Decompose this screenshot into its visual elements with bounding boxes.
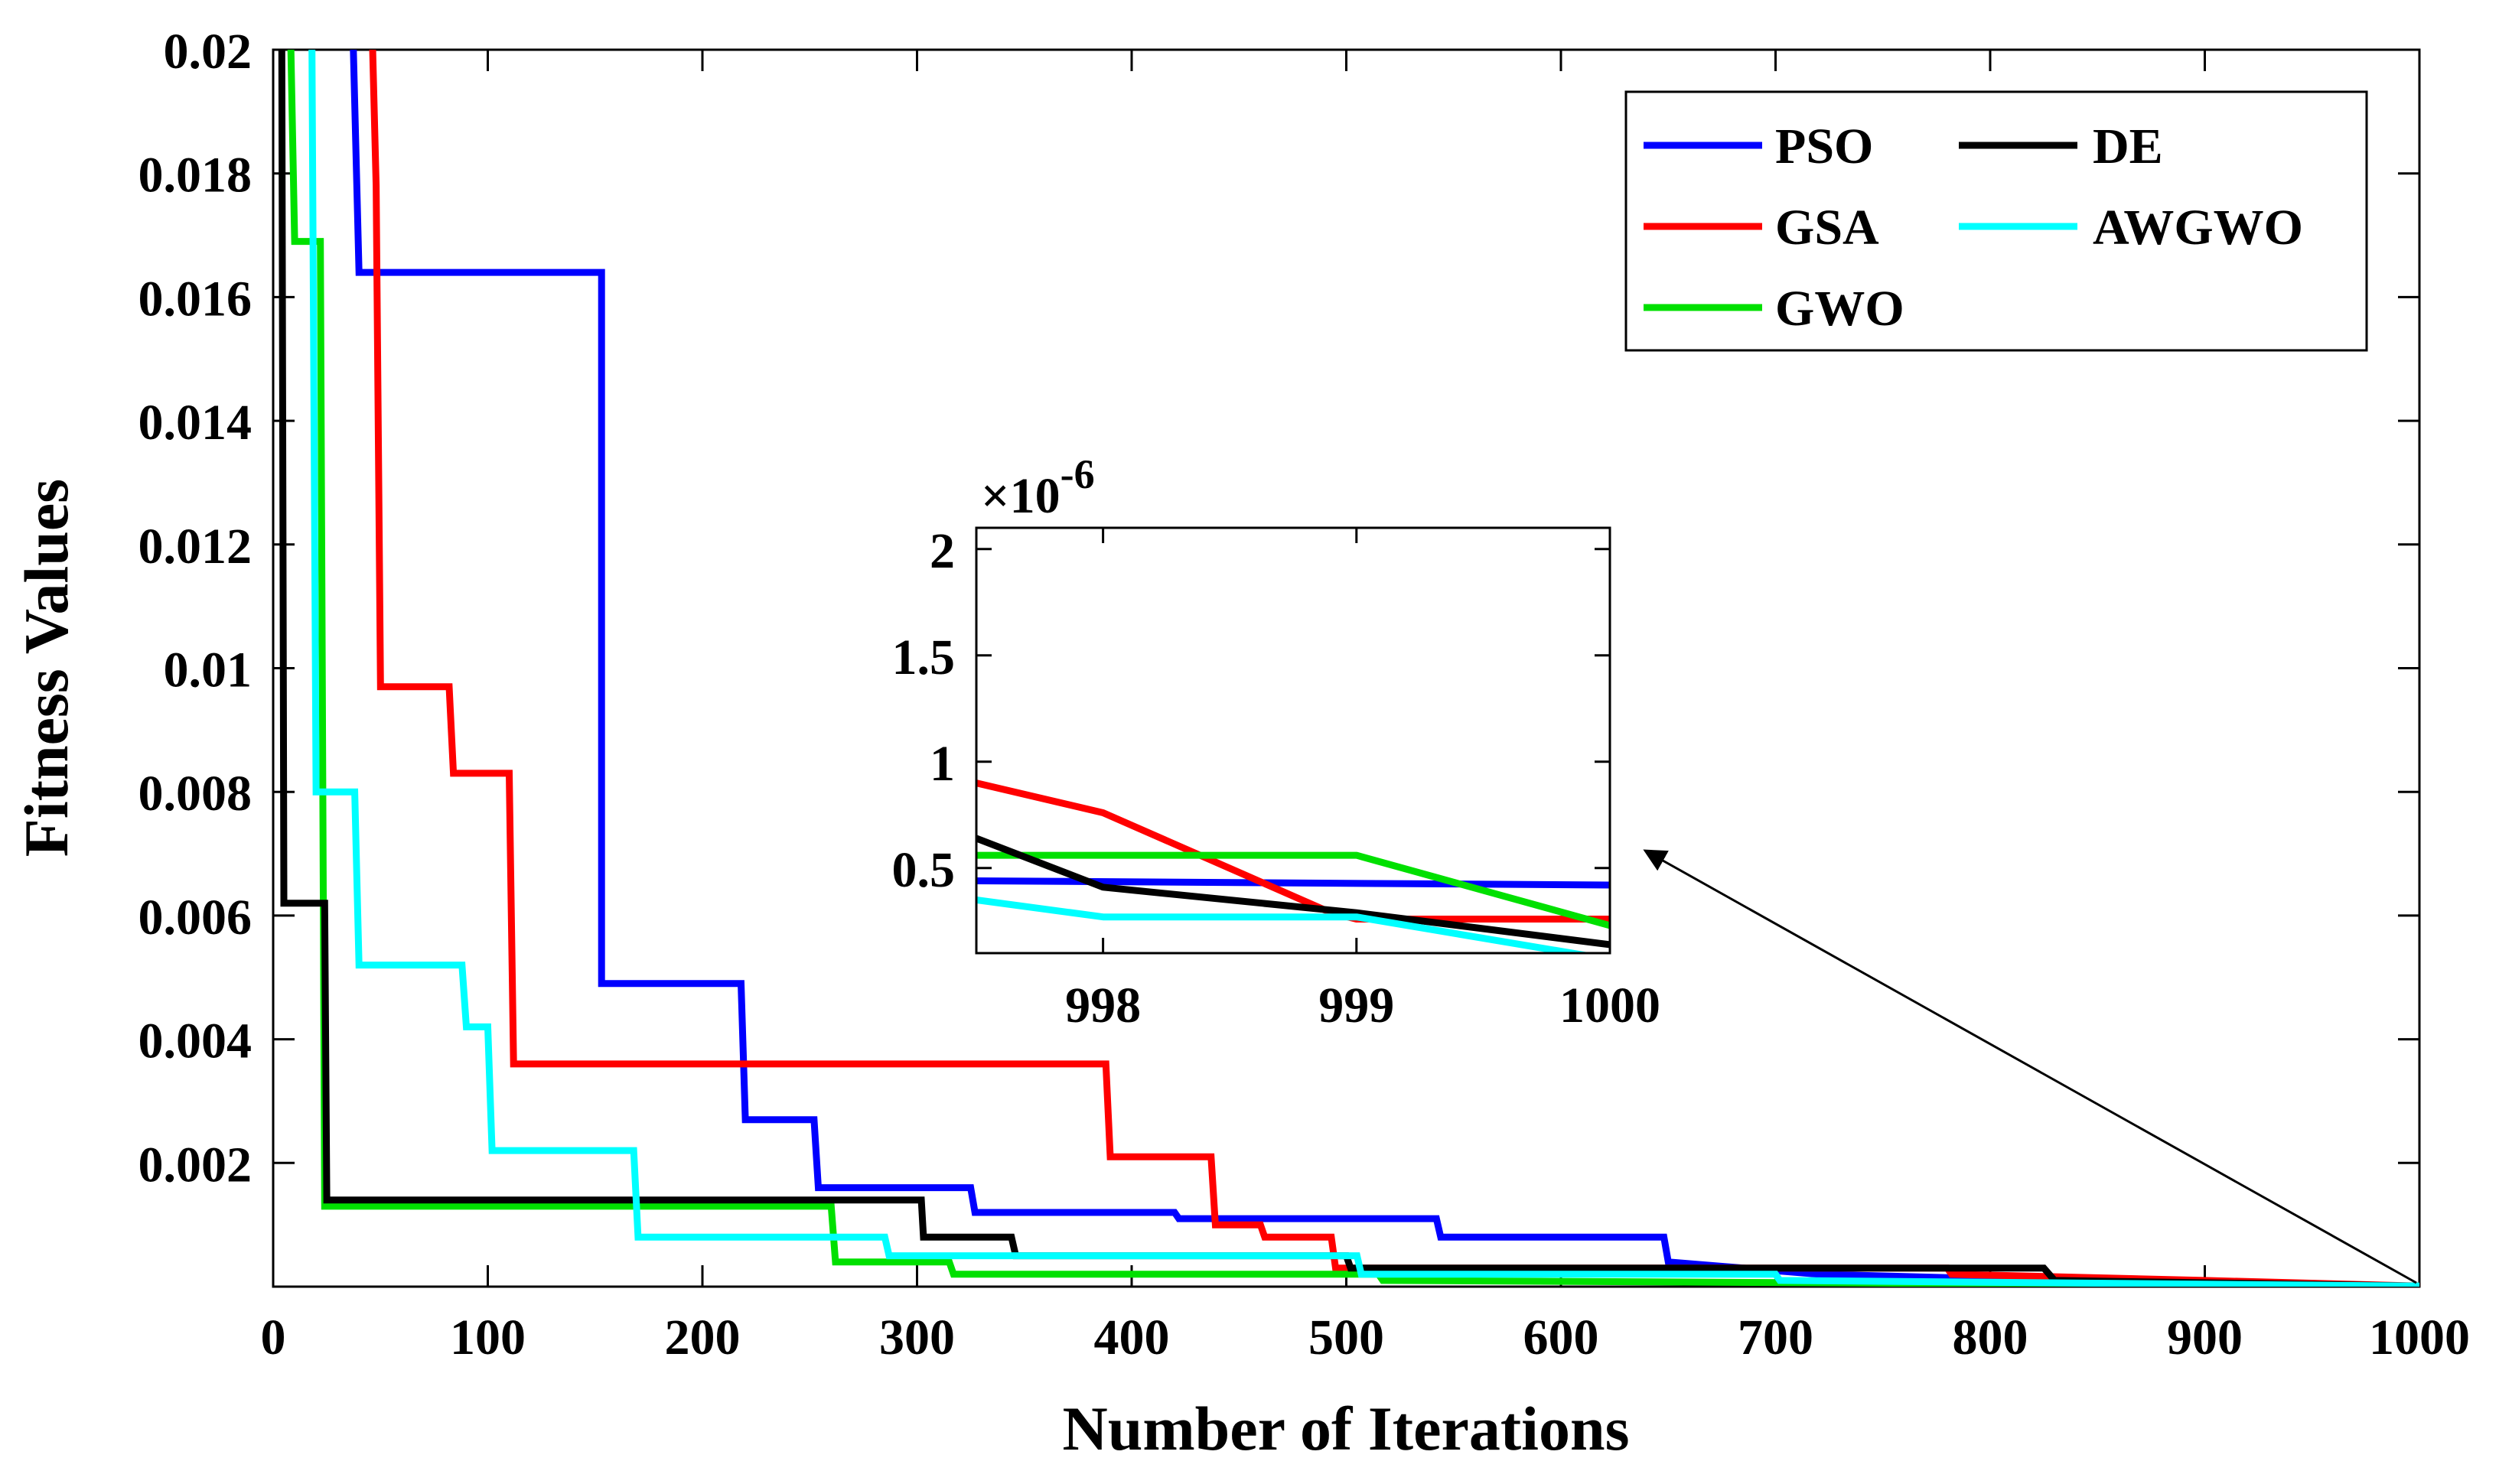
y-tick-label: 0.016 — [138, 271, 253, 327]
y-tick-label: 0.006 — [138, 890, 253, 945]
y-tick-label: 0.008 — [138, 766, 253, 822]
legend: PSO GSA GWO DE AWGWO — [1624, 90, 2368, 352]
inset-multiplier-exponent: -6 — [1061, 451, 1095, 497]
zoom-arrow — [1643, 849, 2417, 1284]
inset-series-line-awgwo — [976, 897, 1593, 953]
x-tick-label: 900 — [2167, 1310, 2243, 1365]
x-tick-label: 1000 — [2369, 1310, 2470, 1365]
inset-series-line-de — [976, 835, 1610, 949]
y-axis-title: Fitness Values — [11, 479, 81, 857]
y-tick-label: 0.012 — [138, 519, 253, 574]
y-tick-label: 0.02 — [164, 24, 253, 80]
inset-multiplier-base: ×10 — [981, 468, 1061, 524]
y-tick-label: 0.01 — [164, 643, 253, 698]
inset-axis-ticks — [976, 528, 1611, 953]
x-tick-label: 800 — [1953, 1310, 2028, 1365]
x-tick-label: 500 — [1308, 1310, 1384, 1365]
inset-multiplier: ×10-6 — [981, 451, 1095, 524]
x-tick-label: 700 — [1738, 1310, 1813, 1365]
main-series-group — [278, 50, 2419, 1287]
y-tick-label: 0.004 — [138, 1014, 253, 1069]
inset-y-tick-label: 1.5 — [892, 630, 956, 685]
inset-tick-labels: 998 999 1000 0.5 1 1.5 2 — [892, 523, 1661, 1033]
series-line-pso — [350, 50, 2419, 1287]
inset-frame — [975, 526, 1611, 955]
y-tick-label: 0.014 — [138, 395, 253, 451]
inset-background — [976, 528, 1610, 953]
x-tick-label: 300 — [879, 1310, 955, 1365]
legend-label-de: DE — [2093, 119, 2163, 174]
legend-label-awgwo: AWGWO — [2093, 200, 2303, 255]
series-line-de — [278, 50, 2419, 1287]
legend-label-gwo: GWO — [1775, 281, 1904, 337]
x-tick-label: 0 — [261, 1310, 286, 1365]
main-tick-labels: 0 100 200 300 400 500 600 700 800 900 1000 0.002 0.0… — [138, 24, 2471, 1365]
x-tick-label: 100 — [450, 1310, 526, 1365]
y-tick-label: 0.018 — [138, 148, 253, 203]
y-tick-label: 0.002 — [138, 1137, 253, 1193]
legend-label-pso: PSO — [1775, 119, 1873, 174]
inset-y-tick-label: 1 — [930, 736, 955, 792]
main-plot: 0 100 200 300 400 500 600 700 800 900 1000 0.002 0.0… — [11, 24, 2471, 1463]
inset-y-tick-label: 0.5 — [892, 842, 956, 898]
series-line-awgwo — [308, 50, 2419, 1287]
inset-x-tick-label: 1000 — [1559, 978, 1660, 1033]
x-tick-label: 400 — [1094, 1310, 1170, 1365]
inset-y-tick-label: 2 — [930, 523, 955, 579]
inset-plot: 998 999 1000 0.5 1 1.5 2 ×10-6 — [892, 451, 1661, 1033]
x-tick-label: 600 — [1523, 1310, 1599, 1365]
inset-series-line-gwo — [976, 851, 1610, 929]
x-tick-label: 200 — [665, 1310, 741, 1365]
inset-x-tick-label: 998 — [1065, 978, 1141, 1033]
inset-x-tick-label: 999 — [1318, 978, 1394, 1033]
legend-label-gsa: GSA — [1775, 200, 1879, 255]
inset-series-group — [976, 779, 1610, 953]
x-axis-title: Number of Iterations — [1063, 1394, 1630, 1463]
inset-series-line-pso — [976, 877, 1610, 889]
